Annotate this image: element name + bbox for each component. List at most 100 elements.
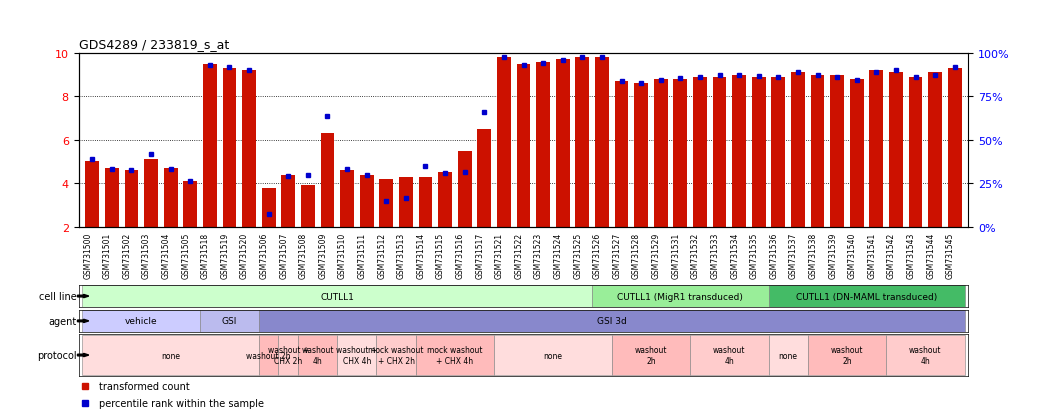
- Bar: [772, 78, 785, 227]
- Text: GSM731536: GSM731536: [770, 232, 778, 278]
- Text: none: none: [161, 351, 180, 360]
- Text: GSM731534: GSM731534: [730, 232, 739, 278]
- Bar: [732, 75, 745, 227]
- Bar: [886, 335, 964, 375]
- Bar: [536, 62, 550, 227]
- Text: GSM731511: GSM731511: [358, 232, 366, 278]
- Text: agent: agent: [48, 316, 76, 326]
- Bar: [105, 169, 118, 227]
- Bar: [379, 179, 393, 227]
- Bar: [494, 335, 611, 375]
- Text: GSM731517: GSM731517: [475, 232, 485, 278]
- Text: GSM731533: GSM731533: [711, 232, 719, 278]
- Bar: [713, 78, 727, 227]
- Bar: [83, 310, 200, 332]
- Text: GSM731519: GSM731519: [221, 232, 229, 278]
- Text: mock washout
+ CHX 4h: mock washout + CHX 4h: [427, 346, 483, 365]
- Text: GSM731522: GSM731522: [514, 232, 524, 278]
- Bar: [611, 335, 690, 375]
- Text: GSM731504: GSM731504: [161, 232, 171, 278]
- Bar: [279, 335, 298, 375]
- Text: transformed count: transformed count: [98, 381, 190, 391]
- Bar: [298, 335, 337, 375]
- Bar: [516, 64, 531, 227]
- Text: GSM731516: GSM731516: [455, 232, 465, 278]
- Bar: [556, 60, 570, 227]
- Text: GSI: GSI: [222, 317, 238, 325]
- Bar: [810, 75, 824, 227]
- Text: GSM731538: GSM731538: [808, 232, 818, 278]
- Bar: [497, 58, 511, 227]
- Bar: [477, 130, 491, 227]
- Bar: [458, 151, 471, 227]
- Text: GSM731518: GSM731518: [201, 232, 209, 278]
- Text: protocol: protocol: [37, 350, 76, 360]
- Text: GSM731532: GSM731532: [691, 232, 700, 278]
- Bar: [282, 175, 295, 227]
- Bar: [399, 177, 413, 227]
- Text: GSM731506: GSM731506: [260, 232, 269, 278]
- Text: washout
2h: washout 2h: [830, 346, 863, 365]
- Bar: [419, 177, 432, 227]
- Text: GSM731528: GSM731528: [632, 232, 641, 278]
- Text: GSM731541: GSM731541: [867, 232, 876, 278]
- Text: GDS4289 / 233819_s_at: GDS4289 / 233819_s_at: [79, 38, 229, 51]
- Text: washout
2h: washout 2h: [634, 346, 667, 365]
- Bar: [183, 182, 197, 227]
- Bar: [595, 58, 608, 227]
- Bar: [337, 335, 377, 375]
- Bar: [203, 64, 217, 227]
- Bar: [752, 78, 765, 227]
- Text: GSM731531: GSM731531: [671, 232, 681, 278]
- Text: GSM731507: GSM731507: [280, 232, 288, 278]
- Text: GSM731543: GSM731543: [907, 232, 915, 278]
- Text: GSM731502: GSM731502: [122, 232, 132, 278]
- Bar: [634, 84, 648, 227]
- Text: GSM731509: GSM731509: [318, 232, 328, 278]
- Bar: [693, 78, 707, 227]
- Bar: [262, 188, 275, 227]
- Bar: [86, 162, 99, 227]
- Bar: [576, 58, 589, 227]
- Text: none: none: [779, 351, 798, 360]
- Bar: [768, 285, 964, 307]
- Text: GSM731515: GSM731515: [437, 232, 445, 278]
- Text: washout
4h: washout 4h: [909, 346, 941, 365]
- Bar: [340, 171, 354, 227]
- Text: GSM731508: GSM731508: [298, 232, 308, 278]
- Bar: [807, 335, 886, 375]
- Bar: [439, 173, 452, 227]
- Text: GSM731527: GSM731527: [612, 232, 622, 278]
- Bar: [125, 171, 138, 227]
- Bar: [144, 160, 158, 227]
- Bar: [690, 335, 768, 375]
- Bar: [830, 75, 844, 227]
- Text: GSM731514: GSM731514: [417, 232, 425, 278]
- Text: GSM731545: GSM731545: [945, 232, 955, 278]
- Text: GSM731503: GSM731503: [142, 232, 151, 278]
- Bar: [792, 73, 805, 227]
- Text: washout
4h: washout 4h: [713, 346, 745, 365]
- Bar: [889, 73, 903, 227]
- Bar: [768, 335, 807, 375]
- Bar: [242, 71, 255, 227]
- Text: none: none: [543, 351, 562, 360]
- Text: GSM731505: GSM731505: [181, 232, 191, 278]
- Text: washout
4h: washout 4h: [302, 346, 334, 365]
- Bar: [615, 82, 628, 227]
- Text: GSM731523: GSM731523: [534, 232, 543, 278]
- Text: GSM731542: GSM731542: [887, 232, 896, 278]
- Bar: [593, 285, 768, 307]
- Bar: [163, 169, 178, 227]
- Text: GSM731501: GSM731501: [103, 232, 112, 278]
- Text: washout 2h: washout 2h: [246, 351, 291, 360]
- Bar: [929, 73, 942, 227]
- Bar: [300, 186, 315, 227]
- Text: GSI 3d: GSI 3d: [597, 317, 626, 325]
- Text: GSM731513: GSM731513: [397, 232, 406, 278]
- Text: GSM731512: GSM731512: [377, 232, 386, 278]
- Text: GSM731529: GSM731529: [651, 232, 661, 278]
- Text: GSM731535: GSM731535: [750, 232, 759, 278]
- Bar: [909, 78, 922, 227]
- Bar: [83, 285, 593, 307]
